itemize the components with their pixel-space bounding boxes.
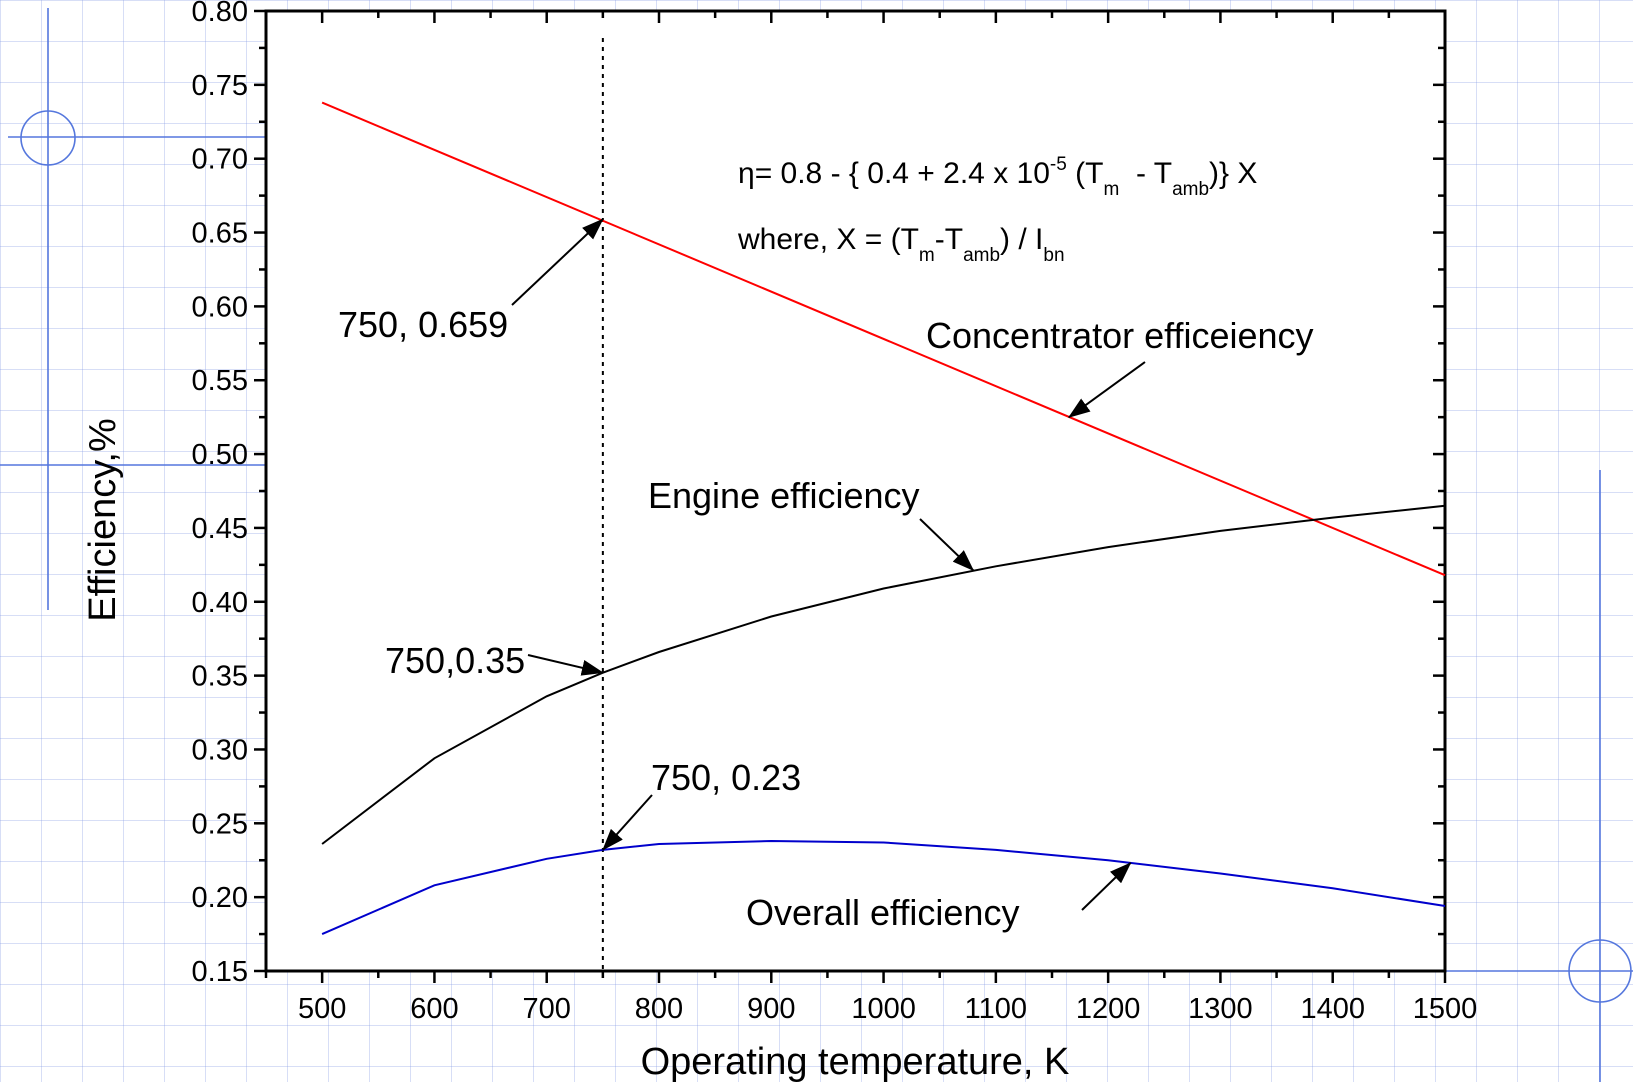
- formula-where-c: ) / I: [1000, 223, 1043, 256]
- x-tick-label: 1500: [1413, 993, 1478, 1025]
- formula-part-d: )} X: [1209, 157, 1257, 190]
- y-tick-label: 0.25: [192, 808, 248, 840]
- formula-part-b: (T: [1067, 157, 1104, 190]
- arrow-engine-efficiency: [919, 518, 975, 572]
- y-tick-label: 0.15: [192, 956, 248, 988]
- label-concentrator-point: 750, 0.659: [338, 304, 508, 345]
- plot-content: 500 600 700 800 900 1000 1100 1200 1300 1400 1500 0…: [192, 0, 1478, 1025]
- y-tick-label: 0.50: [192, 439, 248, 471]
- formula-part-a: = 0.8 - { 0.4 + 2.4 x 10: [755, 157, 1050, 190]
- x-tick-label: 1200: [1076, 993, 1141, 1025]
- x-axis-title: Operating temperature, K: [641, 1041, 1070, 1082]
- formula-sub-bn: bn: [1043, 245, 1064, 266]
- y-tick-label: 0.45: [192, 513, 248, 545]
- formula-line-2: where, X = (Tm-Tamb) / Ibn: [737, 223, 1065, 266]
- deco-circle-top: [20, 110, 76, 166]
- y-tick-label: 0.40: [192, 587, 248, 619]
- label-engine-efficiency: Engine efficiency: [648, 475, 920, 516]
- y-tick-label: 0.80: [192, 0, 248, 28]
- y-tick-label: 0.20: [192, 882, 248, 914]
- y-tick-label: 0.30: [192, 734, 248, 766]
- x-tick-label: 900: [747, 993, 795, 1025]
- arrow-overall-point: [602, 794, 653, 851]
- x-tick-label: 1300: [1188, 993, 1253, 1025]
- x-tick-label: 600: [410, 993, 458, 1025]
- formula-where-b: -T: [935, 223, 963, 256]
- x-tick-label: 1400: [1300, 993, 1365, 1025]
- label-overall-point: 750, 0.23: [651, 757, 801, 798]
- x-tick-label: 1000: [851, 993, 916, 1025]
- arrow-overall-efficiency: [1081, 862, 1132, 911]
- formula-part-c: - T: [1119, 157, 1172, 190]
- y-tick-label: 0.60: [192, 291, 248, 323]
- deco-circle-bottom: [1568, 939, 1632, 1003]
- y-tick-label: 0.55: [192, 365, 248, 397]
- x-tick-label: 700: [523, 993, 571, 1025]
- formula-sub-amb-2: amb: [963, 245, 1000, 266]
- arrow-concentrator-efficiency: [1068, 361, 1146, 419]
- formula-eta: η: [738, 157, 755, 190]
- arrow-concentrator-point: [511, 218, 604, 306]
- formula-line-1: η= 0.8 - { 0.4 + 2.4 x 10-5 (Tm - Tamb)}…: [738, 154, 1257, 200]
- x-tick-label: 800: [635, 993, 683, 1025]
- y-axis-title: Efficiency,%: [82, 418, 124, 621]
- overall-efficiency-line: [321, 839, 1446, 936]
- plot-frame: [264, 9, 1447, 973]
- label-engine-point: 750,0.35: [385, 640, 525, 681]
- x-tick-label: 500: [298, 993, 346, 1025]
- formula-exponent: -5: [1050, 154, 1067, 175]
- concentrator-efficiency-line: [321, 101, 1446, 577]
- formula-where: where, X = (T: [737, 223, 919, 256]
- x-tick-label: 1100: [965, 993, 1027, 1025]
- formula-sub-m-2: m: [919, 245, 935, 266]
- label-concentrator-efficiency: Concentrator efficeiency: [926, 315, 1314, 356]
- y-tick-label: 0.35: [192, 661, 248, 693]
- arrow-engine-point: [527, 654, 604, 676]
- y-tick-label: 0.70: [192, 144, 248, 176]
- y-tick-label: 0.75: [192, 70, 248, 102]
- label-overall-efficiency: Overall efficiency: [746, 892, 1019, 933]
- engine-efficiency-line: [321, 504, 1446, 845]
- y-tick-label: 0.65: [192, 218, 248, 250]
- formula-sub-m: m: [1103, 179, 1119, 200]
- formula-sub-amb: amb: [1172, 179, 1209, 200]
